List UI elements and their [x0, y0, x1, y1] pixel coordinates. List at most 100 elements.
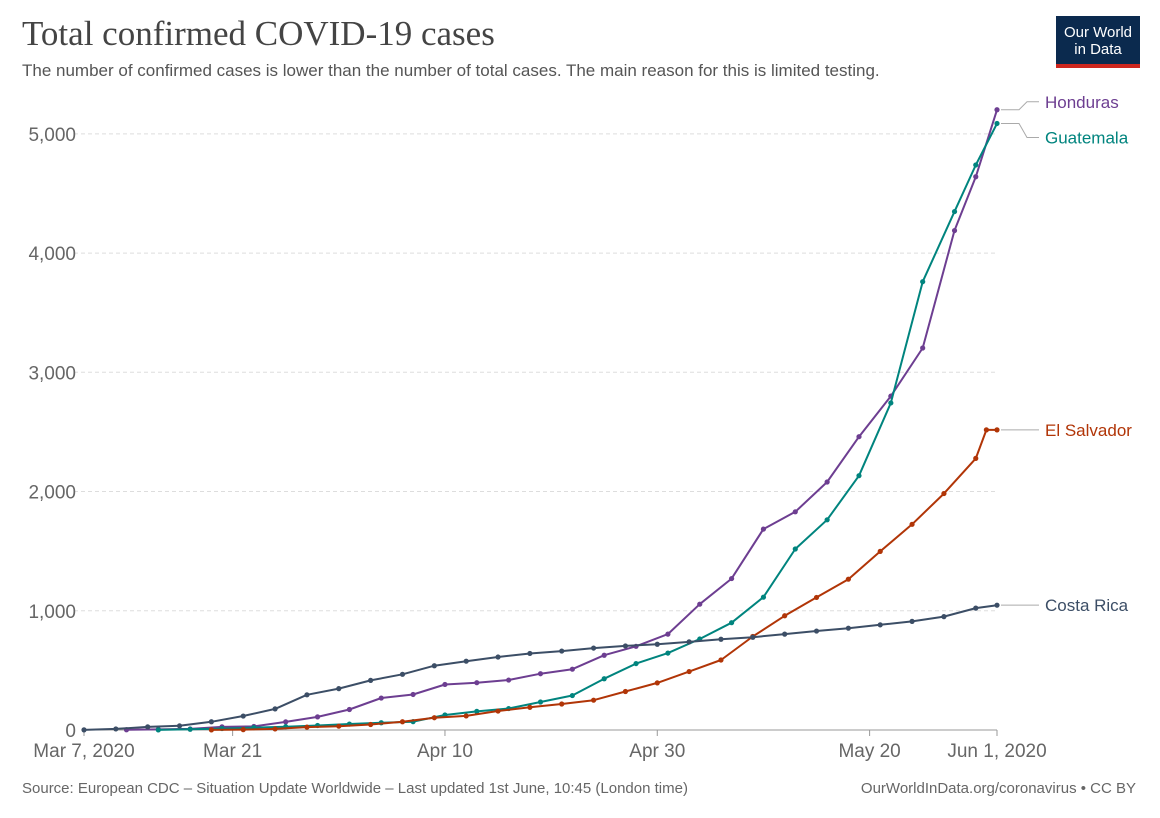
data-point [633, 660, 639, 667]
x-tick-label: Jun 1, 2020 [947, 741, 1046, 762]
data-point [495, 708, 501, 714]
x-tick-label: Mar 7, 2020 [33, 741, 134, 762]
data-point [877, 622, 883, 628]
data-point [920, 345, 926, 351]
data-point [760, 526, 767, 532]
data-point [973, 605, 979, 611]
data-point [686, 639, 692, 645]
data-point [569, 666, 575, 672]
owid-logo[interactable]: Our World in Data [1056, 16, 1140, 68]
data-point [824, 517, 830, 523]
data-point [697, 601, 703, 607]
data-point [145, 724, 151, 730]
series-line-honduras [126, 109, 998, 731]
x-tick-label: Apr 10 [417, 741, 473, 762]
data-point [368, 721, 374, 728]
x-tick-label: Apr 30 [629, 741, 685, 762]
data-point [346, 706, 353, 713]
data-point [399, 719, 406, 725]
data-point [431, 663, 437, 669]
data-point [81, 727, 87, 733]
logo-line-1: Our World [1063, 24, 1133, 41]
data-point [792, 546, 798, 552]
data-point [283, 719, 289, 725]
data-point [378, 695, 384, 701]
data-point [750, 634, 756, 640]
data-point [951, 227, 958, 234]
label-connector [1001, 122, 1039, 138]
data-point [909, 521, 915, 527]
source-link[interactable]: OurWorldInData.org/coronavirus • CC BY [860, 780, 1136, 797]
data-point [463, 713, 469, 719]
data-point [782, 631, 788, 637]
data-point [920, 279, 926, 285]
data-point [718, 636, 724, 642]
y-tick-label: 2,000 [28, 483, 76, 504]
data-point [208, 719, 214, 725]
data-point [336, 686, 342, 692]
data-point [506, 677, 512, 683]
source-note: Source: European CDC – Situation Update … [22, 780, 688, 797]
data-point [336, 723, 342, 729]
data-point [951, 208, 958, 215]
data-point [877, 548, 883, 554]
series-label: Guatemala [1045, 128, 1129, 147]
data-point [728, 575, 735, 582]
data-point [304, 692, 310, 698]
series-label: El Salvador [1045, 421, 1132, 440]
data-point [824, 479, 830, 485]
series-line-costa-rica [83, 604, 998, 731]
data-point [314, 714, 321, 720]
data-point [272, 706, 278, 712]
data-point [994, 120, 1000, 127]
data-point [654, 641, 660, 647]
data-point [813, 594, 820, 601]
data-point [622, 688, 629, 695]
data-point [973, 162, 979, 168]
series-label: Honduras [1045, 93, 1119, 112]
data-point [728, 620, 735, 626]
data-point [590, 697, 597, 703]
data-point [304, 724, 310, 730]
data-point [474, 708, 480, 715]
data-point [240, 713, 246, 719]
data-point [665, 631, 671, 637]
logo-line-2: in Data [1074, 41, 1122, 58]
data-point [622, 643, 629, 649]
data-point [601, 652, 607, 658]
data-point [994, 602, 1000, 608]
data-point [368, 677, 374, 684]
data-point [813, 628, 820, 634]
x-tick-label: May 20 [838, 741, 900, 762]
data-point [888, 400, 894, 406]
data-point [654, 680, 660, 686]
series-line-el-salvador [211, 428, 997, 731]
data-point [941, 490, 947, 497]
y-tick-label: 4,000 [28, 244, 76, 265]
data-point [272, 726, 278, 732]
data-point [845, 625, 851, 631]
chart-subtitle: The number of confirmed cases is lower t… [22, 61, 880, 80]
data-point [527, 650, 533, 657]
data-point [113, 726, 119, 732]
data-point [782, 613, 788, 619]
y-tick-label: 5,000 [28, 125, 76, 146]
data-point [590, 645, 597, 651]
data-point [537, 671, 544, 677]
data-point [909, 618, 915, 624]
data-point [442, 681, 448, 688]
data-point [760, 594, 767, 600]
x-tick-label: Mar 21 [203, 741, 262, 762]
data-point [994, 107, 1000, 113]
data-point [973, 174, 979, 180]
chart-title: Total confirmed COVID-19 cases [22, 14, 495, 53]
data-point [601, 676, 607, 682]
data-point [474, 680, 480, 686]
data-point [187, 726, 193, 732]
data-point [665, 650, 671, 656]
data-point [686, 668, 692, 675]
data-point [569, 692, 575, 699]
data-point [941, 614, 947, 620]
data-point [994, 427, 1000, 433]
